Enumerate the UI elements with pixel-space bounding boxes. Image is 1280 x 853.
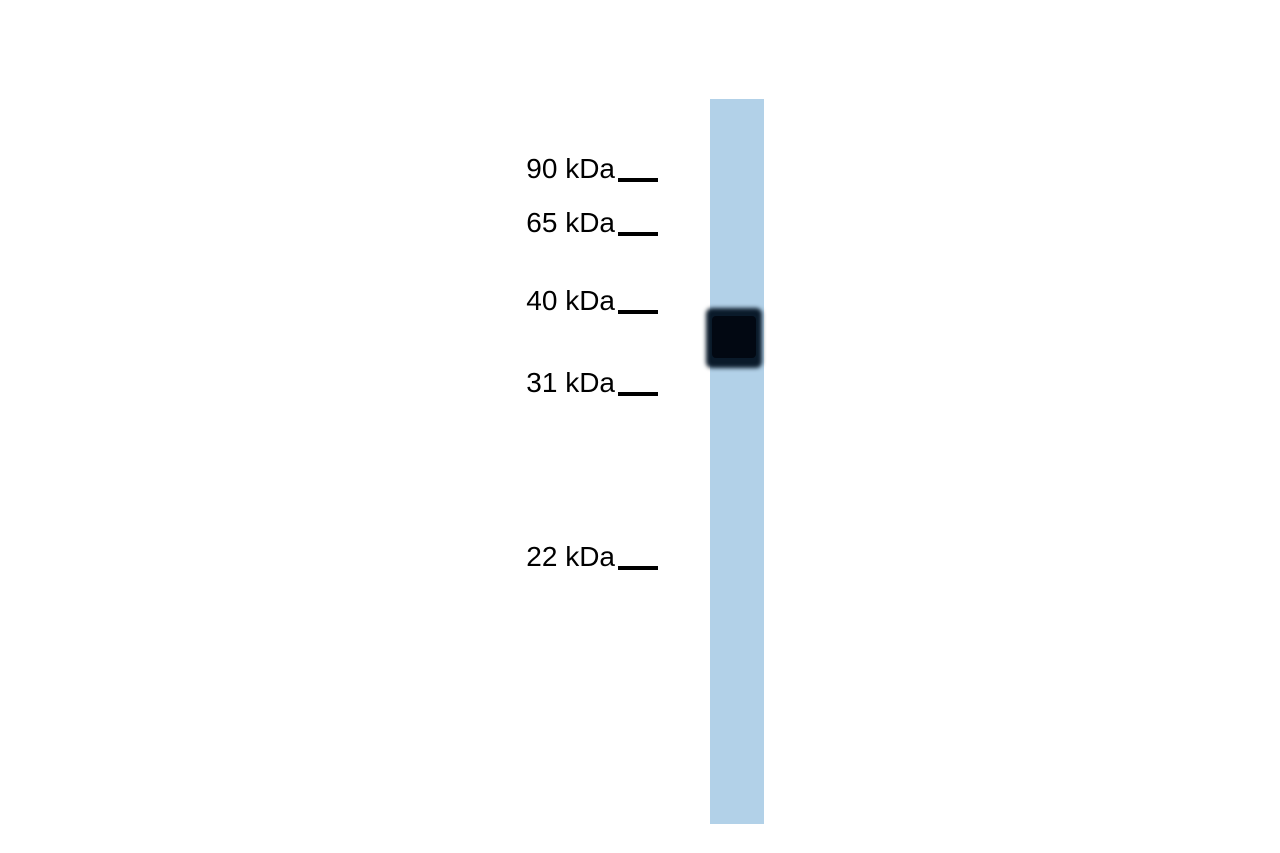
marker-label-65: 65 kDa: [526, 207, 615, 239]
blot-lane: [710, 99, 764, 824]
marker-tick-40: [618, 310, 658, 314]
marker-label-90: 90 kDa: [526, 153, 615, 185]
marker-label-40: 40 kDa: [526, 285, 615, 317]
marker-tick-22: [618, 566, 658, 570]
marker-label-22: 22 kDa: [526, 541, 615, 573]
marker-tick-65: [618, 232, 658, 236]
marker-label-31: 31 kDa: [526, 367, 615, 399]
marker-tick-31: [618, 392, 658, 396]
western-blot-diagram: 90 kDa 65 kDa 40 kDa 31 kDa 22 kDa: [0, 50, 1280, 803]
marker-tick-90: [618, 178, 658, 182]
protein-band-core: [712, 316, 756, 358]
